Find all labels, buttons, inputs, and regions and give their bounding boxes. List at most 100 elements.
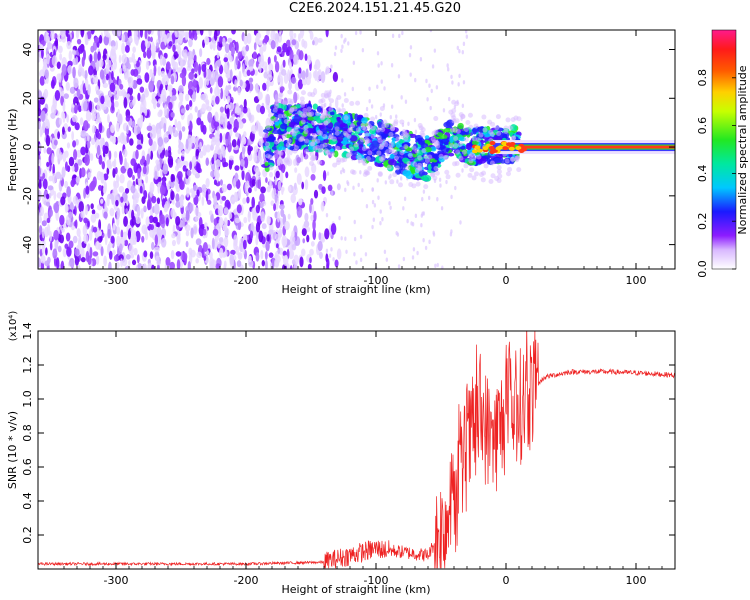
noise-cell — [427, 195, 431, 201]
noise-cell — [269, 180, 273, 189]
noise-cell — [450, 194, 453, 200]
ridge-cell — [274, 121, 280, 126]
noise-cell — [115, 40, 119, 51]
ridge-halo — [415, 181, 421, 187]
noise-cell — [276, 46, 282, 53]
ridge-halo — [336, 95, 342, 101]
noise-cell — [199, 30, 204, 36]
ridge-halo — [417, 162, 423, 168]
noise-cell — [118, 254, 124, 262]
ridge-halo — [303, 124, 309, 130]
noise-cell — [120, 165, 127, 174]
noise-cell — [133, 58, 137, 65]
noise-cell — [245, 171, 251, 184]
noise-cell — [104, 202, 107, 212]
noise-cell — [55, 37, 59, 47]
noise-cell — [38, 143, 42, 152]
noise-cell — [268, 252, 274, 258]
noise-cell — [277, 75, 281, 83]
noise-cell — [340, 33, 343, 39]
noise-cell — [150, 44, 157, 53]
noise-cell — [266, 30, 270, 36]
noise-cell — [280, 186, 285, 192]
noise-cell — [422, 237, 425, 243]
noise-cell — [336, 183, 341, 191]
ridge-halo — [315, 144, 321, 150]
noise-cell — [221, 183, 228, 193]
noise-cell — [185, 187, 190, 198]
noise-cell — [351, 86, 355, 92]
ridge-halo — [281, 113, 287, 119]
noise-cell — [196, 251, 203, 259]
noise-cell — [244, 80, 250, 92]
ridge-halo — [453, 135, 459, 141]
x-tick-label: -100 — [364, 574, 389, 587]
ridge-halo — [377, 137, 383, 143]
noise-cell — [121, 33, 126, 43]
noise-cell — [72, 195, 79, 205]
noise-cell — [391, 33, 395, 39]
noise-cell — [188, 112, 193, 122]
noise-cell — [289, 49, 294, 62]
noise-cell — [246, 32, 252, 45]
noise-cell — [276, 210, 281, 223]
noise-cell — [71, 30, 75, 40]
ridge-halo — [433, 165, 439, 171]
noise-cell — [106, 127, 111, 139]
noise-cell — [160, 237, 167, 248]
noise-cell — [223, 260, 227, 269]
ridge-halo — [378, 144, 384, 150]
noise-cell — [312, 40, 315, 46]
noise-cell — [317, 240, 323, 252]
ridge-cell — [371, 150, 376, 156]
noise-cell — [248, 66, 254, 72]
noise-cell — [145, 60, 150, 70]
noise-cell — [136, 126, 141, 134]
ridge-halo — [325, 113, 331, 119]
ridge-cell — [424, 135, 430, 140]
noise-cell — [227, 84, 232, 90]
noise-cell — [219, 218, 224, 226]
ridge-halo — [307, 91, 313, 97]
noise-cell — [108, 150, 112, 161]
noise-cell — [46, 161, 50, 167]
noise-cell — [141, 235, 145, 243]
noise-cell — [210, 139, 217, 146]
noise-cell — [83, 233, 89, 244]
noise-cell — [144, 72, 150, 83]
noise-cell — [317, 37, 323, 43]
noise-cell — [97, 51, 101, 62]
noise-cell — [73, 162, 79, 173]
ridge-halo — [304, 148, 310, 154]
noise-cell — [53, 229, 59, 241]
noise-cell — [376, 84, 379, 90]
noise-cell — [99, 137, 104, 145]
noise-cell — [309, 257, 312, 264]
noise-cell — [80, 30, 85, 38]
noise-cell — [234, 217, 241, 224]
noise-cell — [365, 106, 369, 112]
noise-cell — [266, 74, 273, 82]
noise-cell — [268, 229, 274, 235]
noise-cell — [408, 53, 412, 58]
noise-cell — [306, 234, 310, 243]
noise-cell — [178, 142, 184, 151]
ridge-halo — [278, 92, 284, 98]
noise-cell — [279, 204, 285, 210]
noise-cell — [59, 214, 65, 226]
noise-cell — [52, 248, 58, 260]
noise-cell — [98, 116, 102, 124]
noise-cell — [428, 239, 431, 245]
noise-cell — [209, 86, 213, 94]
noise-cell — [148, 137, 153, 147]
noise-cell — [270, 200, 275, 207]
carrier-blob — [482, 146, 489, 151]
ridge-halo — [494, 175, 500, 181]
noise-cell — [38, 178, 42, 189]
noise-cell — [95, 59, 100, 72]
noise-cell — [229, 102, 235, 110]
noise-cell — [98, 59, 104, 68]
noise-cell — [377, 195, 380, 200]
ridge-halo — [457, 141, 463, 147]
noise-cell — [389, 173, 392, 179]
